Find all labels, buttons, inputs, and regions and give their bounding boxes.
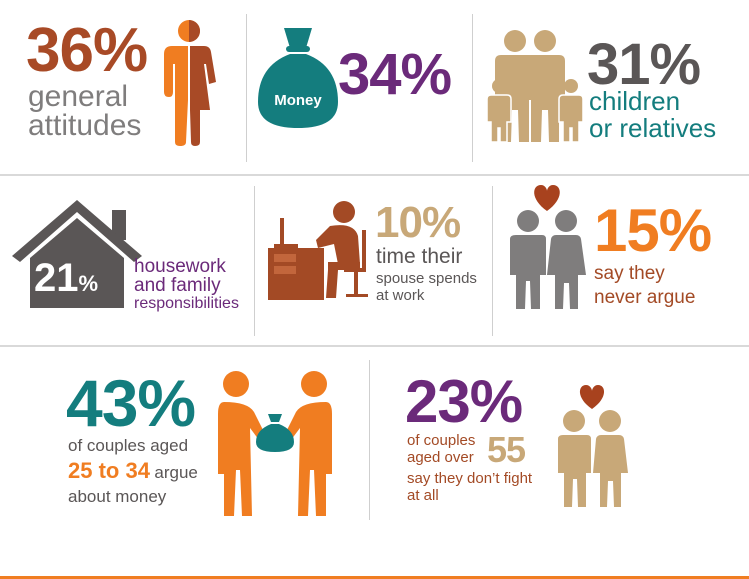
couple-heart-icon [508, 183, 586, 311]
stat-value: 15% [594, 197, 712, 264]
desk-worker-icon [268, 200, 372, 302]
stat-label-line2: or relatives [589, 113, 717, 143]
stat-label-line1: of couples [407, 432, 476, 449]
bottom-rule [0, 576, 749, 579]
stat-label-line3: at work [376, 287, 425, 304]
highlight-age: 25 to 34 [68, 458, 150, 483]
stat-label-line3: responsibilities [134, 295, 239, 312]
house-icon [12, 200, 142, 308]
money-bag-label: Money [274, 92, 322, 109]
stat-label-line2: attitudes [28, 109, 142, 142]
stat-value: 31% [587, 32, 701, 97]
col-divider-1 [246, 14, 247, 162]
stat-label-line1: children [589, 86, 681, 116]
stat-value: 21% [34, 258, 98, 298]
stat-label-line1: housework [134, 256, 226, 277]
row-divider-2 [0, 345, 749, 347]
stat-label-line2: spouse spends [376, 270, 477, 287]
stat-label-line2: and family [134, 275, 221, 296]
stat-label-rest: argue [154, 463, 198, 482]
stat-value-percent: % [78, 271, 99, 296]
half-person-icon [160, 20, 218, 146]
stat-label-line3: about money [68, 487, 167, 506]
stat-label-line1: general [28, 80, 129, 113]
stat-value: 34% [338, 42, 452, 107]
family-icon [487, 30, 583, 144]
stat-label-line4: at all [407, 487, 439, 504]
stat-value: 23% [405, 368, 523, 435]
col-divider-4 [492, 186, 493, 336]
col-divider-2 [472, 14, 473, 162]
stat-value: 36% [26, 16, 148, 85]
stat-value: 10% [375, 198, 461, 247]
row-divider-1 [0, 174, 749, 176]
col-divider-5 [369, 360, 370, 520]
stat-label-line2: 25 to 34 argue [68, 458, 198, 487]
stat-label-line1: of couples aged [68, 436, 189, 455]
stat-value-number: 21 [34, 256, 79, 300]
highlight-age: 55 [487, 429, 526, 470]
couple-money-icon [214, 370, 336, 518]
stat-label-line2: aged over [407, 449, 474, 466]
stat-label-line1: time their [376, 245, 463, 268]
stat-value: 43% [66, 366, 196, 440]
stat-label-line2: never argue [594, 287, 696, 308]
stat-label-line3: say they don’t fight [407, 470, 533, 487]
stat-label-line1: say they [594, 263, 665, 284]
money-bag-icon [256, 26, 340, 130]
col-divider-3 [254, 186, 255, 336]
elderly-couple-icon [556, 383, 628, 509]
